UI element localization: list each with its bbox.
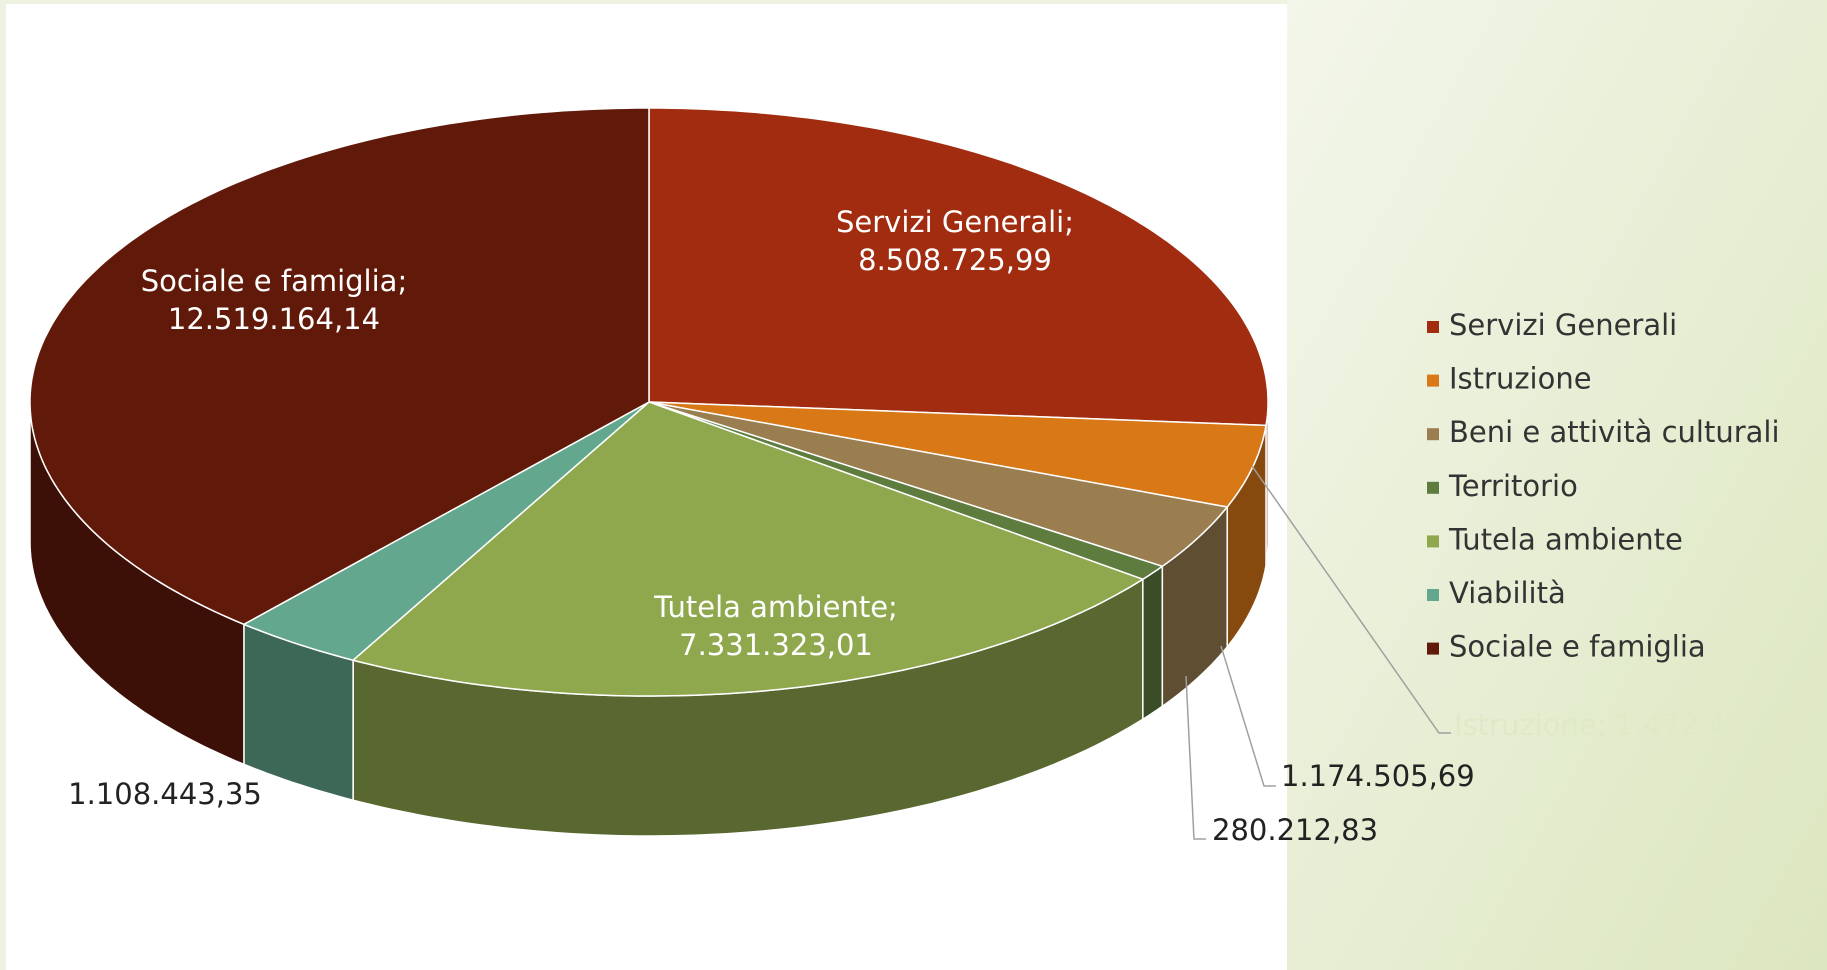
slice bbox=[351, 401, 1145, 697]
legend-label: Sociale e famiglia bbox=[1449, 630, 1706, 664]
data-label: 280.212,83 bbox=[1212, 813, 1378, 847]
data-label: Istruzione; 1.472.466,63 bbox=[1454, 708, 1809, 742]
legend-label: Viabilità bbox=[1449, 576, 1566, 610]
data-label: 1.174.505,69 bbox=[1281, 759, 1475, 793]
leader-line bbox=[1251, 465, 1451, 734]
legend-swatch bbox=[1427, 481, 1439, 494]
data-label-line: 7.331.323,01 bbox=[679, 628, 873, 662]
data-label-line: 12.519.164,14 bbox=[168, 302, 380, 336]
legend-swatch bbox=[1427, 321, 1439, 333]
legend-label: Servizi Generali bbox=[1449, 308, 1677, 342]
legend-swatch bbox=[1427, 642, 1439, 655]
legend-swatch bbox=[1427, 428, 1439, 441]
data-label: Tutela ambiente; 7.331.323,01 bbox=[653, 590, 898, 662]
legend-swatch bbox=[1427, 589, 1439, 601]
slice bbox=[242, 401, 650, 662]
legend-label: Istruzione bbox=[1449, 362, 1592, 396]
legend-label: Beni e attività culturali bbox=[1449, 415, 1780, 449]
slice-side bbox=[1142, 564, 1164, 721]
legend-label: Territorio bbox=[1448, 469, 1578, 503]
legend-swatch bbox=[1427, 535, 1439, 548]
data-label: Servizi Generali; 8.508.725,99 bbox=[836, 205, 1074, 277]
side-panel bbox=[1287, 0, 1827, 970]
legend-swatch bbox=[1427, 374, 1439, 387]
legend-label: Tutela ambiente bbox=[1448, 522, 1683, 556]
data-label-line: Tutela ambiente; bbox=[653, 590, 898, 624]
slice bbox=[29, 107, 650, 626]
data-label-line: 8.508.725,99 bbox=[858, 243, 1052, 277]
data-label-line: Sociale e famiglia; bbox=[141, 264, 407, 298]
slice bbox=[648, 107, 1269, 427]
data-label: Sociale e famiglia; 12.519.164,14 bbox=[141, 264, 407, 336]
leader-line bbox=[1220, 645, 1276, 787]
leader-line bbox=[1185, 675, 1206, 840]
data-label-line: Servizi Generali; bbox=[836, 205, 1074, 239]
slice bbox=[648, 401, 1229, 568]
data-label: 1.108.443,35 bbox=[68, 777, 262, 811]
